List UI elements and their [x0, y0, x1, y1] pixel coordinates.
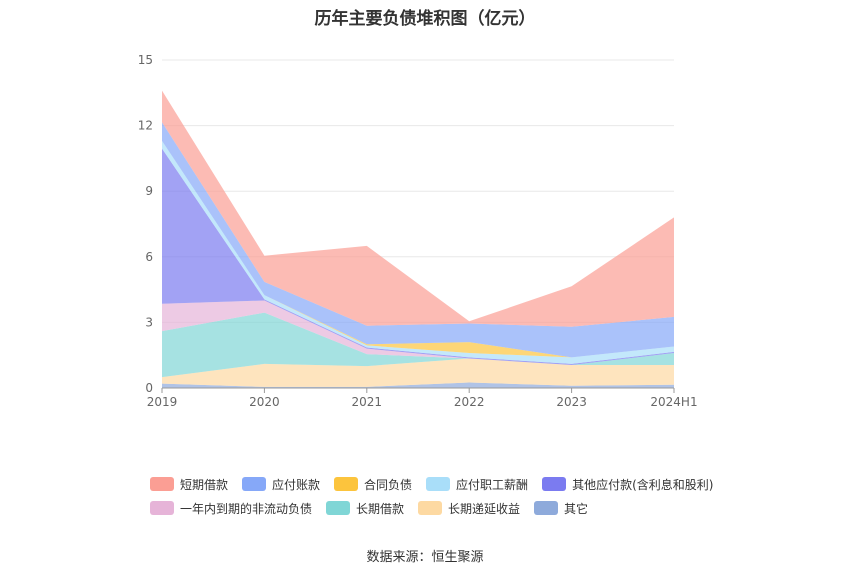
y-tick-label: 15 — [138, 53, 153, 67]
x-tick-label: 2020 — [249, 395, 280, 409]
x-tick-label: 2022 — [454, 395, 485, 409]
y-axis: 0 3 6 9 12 15 — [138, 53, 153, 395]
legend-label: 长期借款 — [356, 501, 405, 516]
legend-item[interactable]: 短期借款 — [150, 476, 228, 493]
legend-label: 合同负债 — [364, 477, 413, 492]
area-series-group — [162, 90, 674, 388]
x-tick-label: 2023 — [556, 395, 587, 409]
legend-label: 短期借款 — [180, 477, 229, 492]
area-series-7 — [162, 122, 674, 358]
legend-item[interactable]: 长期借款 — [326, 500, 404, 517]
y-tick-label: 0 — [145, 381, 153, 395]
area-series-3 — [162, 300, 674, 365]
legend-row: 短期借款 应付账款 合同负债 应付职工薪酬 其他应付款(含利息和股利) — [150, 472, 770, 496]
legend-item[interactable]: 应付职工薪酬 — [426, 476, 528, 493]
x-tick-label: 2019 — [147, 395, 178, 409]
legend-swatch — [326, 501, 351, 515]
legend-swatch — [150, 501, 174, 515]
area-series-8 — [162, 90, 674, 327]
legend-row: 一年内到期的非流动负债 长期借款 长期递延收益 其它 — [150, 496, 770, 520]
area-series-5 — [162, 140, 674, 364]
legend-item[interactable]: 其它 — [534, 500, 588, 517]
legend-swatch — [534, 501, 559, 515]
x-tick-label: 2021 — [352, 395, 383, 409]
area-series-2 — [162, 312, 674, 378]
legend-item[interactable]: 应付账款 — [242, 476, 320, 493]
area-series-0 — [162, 382, 674, 388]
x-axis: 2019 2020 2021 2022 2023 2024H1 — [147, 387, 698, 409]
legend-item[interactable]: 其他应付款(含利息和股利) — [542, 476, 713, 493]
legend-label: 应付职工薪酬 — [456, 477, 529, 492]
legend-label: 其它 — [564, 501, 589, 516]
legend-label: 长期递延收益 — [448, 501, 521, 516]
chart-title: 历年主要负债堆积图（亿元） — [314, 9, 536, 29]
legend: 短期借款 应付账款 合同负债 应付职工薪酬 其他应付款(含利息和股利) 一年内到期的非流动… — [150, 472, 770, 520]
legend-swatch — [418, 501, 443, 515]
y-tick-label: 9 — [145, 184, 153, 198]
y-tick-label: 3 — [145, 315, 153, 329]
legend-swatch — [150, 477, 174, 491]
legend-swatch — [542, 477, 567, 491]
legend-label: 应付账款 — [272, 477, 321, 492]
legend-item[interactable]: 合同负债 — [334, 476, 412, 493]
legend-swatch — [334, 477, 359, 491]
legend-label: 其他应付款(含利息和股利) — [572, 477, 714, 492]
legend-item[interactable]: 长期递延收益 — [418, 500, 520, 517]
legend-label: 一年内到期的非流动负债 — [180, 501, 313, 516]
legend-item[interactable]: 一年内到期的非流动负债 — [150, 500, 312, 517]
area-series-1 — [162, 358, 674, 387]
stacked-area-chart: 2019 2020 2021 2022 2023 2024H1 0 3 6 9 12 15 — [138, 53, 698, 409]
legend-swatch — [426, 477, 451, 491]
y-tick-label: 12 — [138, 119, 153, 133]
data-source: 数据来源：恒生聚源 — [366, 550, 484, 565]
x-tick-label: 2024H1 — [650, 395, 697, 409]
legend-swatch — [242, 477, 267, 491]
y-tick-label: 6 — [145, 250, 153, 264]
